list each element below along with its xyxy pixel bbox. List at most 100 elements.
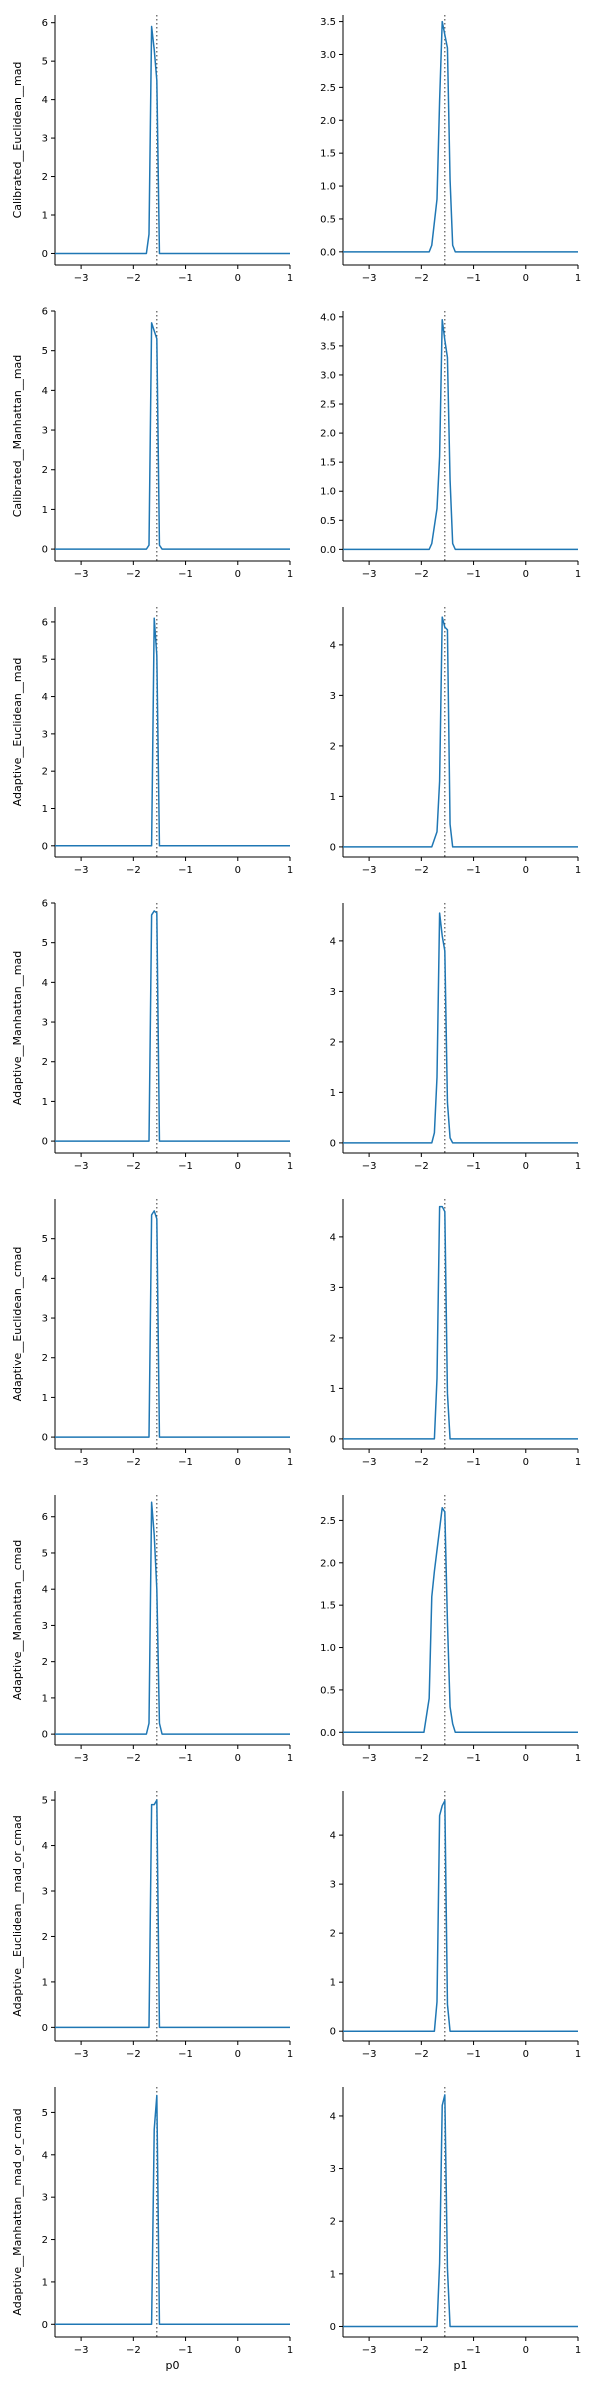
y-tick-label: 5 <box>42 1796 48 1807</box>
density-line <box>55 1799 290 2029</box>
density-line <box>343 1506 578 1734</box>
y-tick-label: 1 <box>42 1693 48 1704</box>
y-tick-label: 2.5 <box>320 83 336 94</box>
subplot-r4-c0: −3 −2 −1 0 1 0 1 2 3 4 5 Adaptive__Euclidean__cmad <box>11 1199 293 1468</box>
y-tick-label: 3 <box>42 1018 48 1029</box>
density-line <box>343 20 578 253</box>
x-tick-label: −3 <box>362 569 377 580</box>
y-tick-label: 4 <box>330 1232 336 1243</box>
y-tick-label: 0 <box>330 842 336 853</box>
x-tick-label: −3 <box>362 1457 377 1468</box>
x-tick-label: 1 <box>575 1457 581 1468</box>
x-tick-label: 0 <box>235 569 241 580</box>
y-tick-label: 2.5 <box>320 400 336 411</box>
x-tick-label: −3 <box>74 1161 89 1172</box>
y-tick-label: 4 <box>42 978 48 989</box>
x-tick-label: 0 <box>523 2049 529 2060</box>
y-tick-label: 1.0 <box>320 487 336 498</box>
y-tick-label: 3.0 <box>320 370 336 381</box>
y-tick-label: 4 <box>330 640 336 651</box>
x-tick-label: −1 <box>178 1753 193 1764</box>
x-tick-label: −3 <box>74 1753 89 1764</box>
subplot-r7-c1: −3 −2 −1 0 1 0 1 2 3 4 p1 <box>330 2087 581 2372</box>
subplot-r5-c0: −3 −2 −1 0 1 0 1 2 3 4 5 6 Adaptive__Manhattan__cmad <box>11 1495 293 1764</box>
y-tick-label: 1.5 <box>320 1601 336 1612</box>
subplot-r2-c0: −3 −2 −1 0 1 0 1 2 3 4 5 6 Adaptive__Euclidean__mad <box>11 607 293 876</box>
y-tick-label: 3 <box>330 1283 336 1294</box>
x-tick-label: −3 <box>74 2049 89 2060</box>
density-line <box>343 2094 578 2328</box>
y-axis-label: Adaptive__Euclidean__cmad <box>11 1247 24 1402</box>
y-tick-label: 1 <box>42 1097 48 1108</box>
x-tick-label: 1 <box>287 1457 293 1468</box>
y-tick-label: 0 <box>42 841 48 852</box>
x-tick-label: 1 <box>287 2049 293 2060</box>
density-line <box>55 2094 290 2326</box>
y-tick-label: 2 <box>42 465 48 476</box>
y-tick-label: 0.5 <box>320 1685 336 1696</box>
x-tick-label: 1 <box>575 1753 581 1764</box>
x-tick-label: −1 <box>466 273 481 284</box>
y-tick-label: 1 <box>42 1393 48 1404</box>
x-tick-label: −2 <box>414 1457 429 1468</box>
x-tick-label: −1 <box>466 865 481 876</box>
y-tick-label: 2 <box>42 1057 48 1068</box>
y-tick-label: 3.5 <box>320 341 336 352</box>
y-tick-label: 2 <box>330 1333 336 1344</box>
x-tick-label: 0 <box>235 273 241 284</box>
x-tick-label: −1 <box>178 273 193 284</box>
y-tick-label: 3.5 <box>320 17 336 28</box>
density-line <box>343 912 578 1144</box>
x-axis-label: p0 <box>166 2359 180 2372</box>
x-tick-label: −1 <box>466 1457 481 1468</box>
x-tick-label: 1 <box>287 1161 293 1172</box>
density-line <box>55 1501 290 1735</box>
x-tick-label: 0 <box>235 1161 241 1172</box>
y-tick-label: 3 <box>330 1880 336 1891</box>
subplot-r5-c1: −3 −2 −1 0 1 0.0 0.5 1.0 1.5 2.0 2.5 <box>320 1495 581 1764</box>
y-tick-label: 0 <box>42 545 48 556</box>
x-tick-label: 0 <box>523 1457 529 1468</box>
x-tick-label: 0 <box>523 865 529 876</box>
y-tick-label: 0 <box>42 1137 48 1148</box>
y-tick-label: 0.0 <box>320 1728 336 1739</box>
y-tick-label: 0 <box>330 2322 336 2333</box>
y-axis-label: Adaptive__Euclidean__mad <box>11 658 24 807</box>
y-tick-label: 0 <box>42 1730 48 1741</box>
y-tick-label: 6 <box>42 307 48 318</box>
x-tick-label: −2 <box>414 1161 429 1172</box>
x-tick-label: −1 <box>466 2049 481 2060</box>
y-tick-label: 2 <box>42 1932 48 1943</box>
y-axis-label: Calibrated__Manhattan__mad <box>11 355 24 518</box>
subplot-r7-c0: −3 −2 −1 0 1 0 1 2 3 4 5 Adaptive__Manhattan__mad_o… <box>11 2087 293 2372</box>
y-tick-label: 5 <box>42 346 48 357</box>
x-tick-label: −2 <box>126 2049 141 2060</box>
x-tick-label: −1 <box>178 1161 193 1172</box>
subplot-r2-c1: −3 −2 −1 0 1 0 1 2 3 4 <box>330 607 581 876</box>
density-line <box>343 318 578 551</box>
x-tick-label: 0 <box>523 569 529 580</box>
y-tick-label: 3 <box>42 134 48 145</box>
y-tick-label: 0.5 <box>320 516 336 527</box>
subplot-r0-c0: −3 −2 −1 0 1 0 1 2 3 4 5 6 Calibrated__Euclidean__ma… <box>11 15 293 284</box>
y-tick-label: 4 <box>42 386 48 397</box>
y-tick-label: 4 <box>330 2111 336 2122</box>
x-tick-label: 1 <box>575 1161 581 1172</box>
y-tick-label: 1 <box>42 505 48 516</box>
x-tick-label: 0 <box>235 2345 241 2356</box>
x-tick-label: 0 <box>523 1753 529 1764</box>
x-tick-label: 0 <box>235 2049 241 2060</box>
y-axis-label: Adaptive__Manhattan__mad <box>11 951 24 1105</box>
y-tick-label: 1 <box>42 1977 48 1988</box>
density-line <box>343 616 578 848</box>
x-tick-label: −3 <box>362 273 377 284</box>
y-tick-label: 4.0 <box>320 312 336 323</box>
x-tick-label: 1 <box>287 1753 293 1764</box>
x-tick-label: 1 <box>575 2345 581 2356</box>
y-axis-label: Adaptive__Manhattan__cmad <box>11 1540 24 1700</box>
y-tick-label: 2 <box>42 767 48 778</box>
y-tick-label: 1.0 <box>320 182 336 193</box>
y-tick-label: 2.0 <box>320 116 336 127</box>
y-tick-label: 0.5 <box>320 214 336 225</box>
y-tick-label: 6 <box>42 617 48 628</box>
